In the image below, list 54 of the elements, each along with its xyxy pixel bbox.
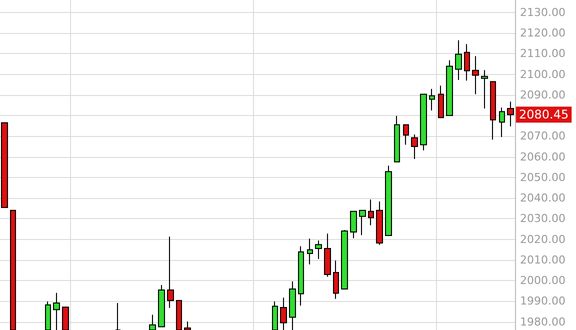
candlestick: [490, 81, 496, 140]
y-tick-label: 2050.00: [520, 170, 566, 184]
candlestick: [272, 301, 278, 330]
candlestick: [176, 300, 182, 330]
candlestick: [167, 236, 174, 308]
candlestick: [1, 122, 8, 208]
candlestick: [455, 40, 462, 81]
candlestick: [184, 321, 191, 330]
y-tick-label: 2130.00: [520, 6, 566, 19]
y-tick-label: 2060.00: [520, 150, 566, 164]
candlestick: [62, 306, 69, 330]
candlestick: [472, 56, 479, 95]
candlestick: [481, 70, 488, 109]
candlestick: [315, 240, 322, 260]
y-tick-label: 2120.00: [520, 26, 566, 40]
candlestick: [324, 233, 331, 278]
candlestick: [394, 115, 400, 162]
candlestick: [350, 210, 357, 239]
candlestick: [420, 94, 427, 151]
candlestick: [507, 101, 514, 127]
y-tick-label: 1990.00: [520, 294, 566, 308]
candlestick: [53, 292, 60, 330]
y-tick-label: 2030.00: [520, 212, 566, 226]
candlestick: [438, 85, 444, 118]
y-tick-label: 2090.00: [520, 88, 566, 102]
candlestick: [429, 88, 435, 112]
candlestick: [307, 238, 313, 265]
y-tick-label: 2020.00: [520, 232, 566, 246]
y-tick-label: 2100.00: [520, 68, 566, 81]
y-tick-label: 2040.00: [520, 192, 566, 204]
candlestick: [499, 107, 505, 138]
y-tick-label: 2000.00: [520, 274, 566, 287]
candlestick: [385, 165, 392, 236]
candlestick: [341, 229, 348, 290]
y-tick-label: 2010.00: [520, 253, 566, 266]
candlestick: [149, 314, 156, 330]
candlestick: [446, 60, 453, 116]
candlestick: [45, 301, 51, 330]
candlestick: [464, 44, 470, 82]
candlestick: [333, 260, 339, 300]
candlestick: [158, 284, 165, 328]
candlestick: [411, 134, 418, 160]
candlestick: [376, 201, 383, 246]
text: 2080.45: [519, 108, 569, 122]
candlestick: [368, 198, 374, 226]
candlestick: [280, 297, 287, 330]
candlestick: [403, 124, 409, 146]
y-tick-label: 2110.00: [520, 47, 566, 60]
candlestick: [298, 246, 304, 306]
y-tick-label: 2070.00: [520, 130, 566, 143]
candlestick: [359, 210, 366, 236]
candlestick: [10, 210, 16, 330]
candlestick: [289, 280, 296, 330]
y-tick-label: 1980.00: [520, 315, 566, 328]
